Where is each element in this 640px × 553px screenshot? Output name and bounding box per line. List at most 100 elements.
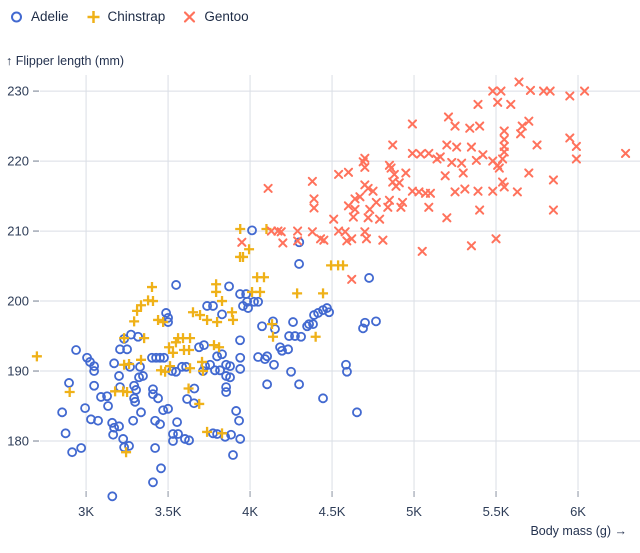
data-point-plus [268, 331, 279, 342]
data-point-x [565, 91, 575, 101]
data-point-plus [197, 356, 208, 367]
data-point-x [517, 121, 527, 131]
data-point-x [360, 227, 370, 237]
data-point-circle [324, 307, 334, 318]
data-point-x [237, 237, 247, 247]
data-point-circle [108, 429, 119, 440]
data-point-x [488, 86, 498, 96]
data-point-circle [158, 405, 169, 416]
data-point-circle [89, 380, 100, 391]
data-point-plus [212, 317, 223, 328]
data-point-x [532, 140, 542, 150]
y-tick-label: 200 [7, 294, 29, 309]
data-point-x [343, 201, 354, 211]
data-point-plus [292, 288, 303, 299]
data-point-circle [171, 366, 181, 377]
data-point-x [350, 194, 360, 204]
data-point-plus [160, 366, 171, 377]
data-point-circle [156, 463, 166, 474]
data-point-x [378, 235, 388, 245]
data-point-plus [136, 300, 147, 311]
data-point-plus [158, 317, 169, 328]
y-tick-label: 210 [7, 224, 29, 239]
data-point-plus [119, 333, 130, 344]
data-point-x [512, 187, 522, 197]
legend-label-chinstrap: Chinstrap [107, 9, 166, 24]
data-point-x [435, 152, 445, 162]
data-point-x [368, 186, 378, 196]
data-point-x [355, 192, 365, 202]
data-point-circle [253, 296, 263, 307]
data-point-circle [358, 323, 368, 334]
data-point-plus [228, 314, 239, 325]
data-point-x [442, 213, 452, 223]
x-tick-label: 4K [242, 504, 258, 519]
data-point-x [334, 169, 344, 179]
data-point-circle [109, 422, 120, 433]
data-point-x [499, 126, 509, 136]
data-point-x [371, 197, 381, 207]
data-point-circle [212, 351, 222, 362]
data-point-plus [310, 331, 321, 342]
data-point-circle [235, 289, 245, 299]
data-point-plus [258, 272, 269, 283]
data-point-plus [195, 310, 206, 321]
data-point-circle [184, 435, 194, 446]
data-point-x [319, 235, 329, 245]
data-point-circle [60, 428, 71, 439]
data-point-circle [341, 359, 351, 370]
data-point-x [388, 140, 398, 150]
x-tick-label: 6K [570, 504, 586, 519]
data-point-plus [217, 428, 228, 439]
legend-label-adelie: Adelie [31, 9, 69, 24]
data-point-x [365, 204, 375, 214]
data-point-circle [235, 434, 246, 444]
data-point-x [494, 163, 504, 173]
data-point-x [407, 148, 417, 158]
data-point-circle [153, 393, 163, 404]
data-point-circle [294, 379, 304, 390]
data-point-circle [226, 429, 236, 440]
data-point-circle [235, 364, 246, 374]
data-point-circle [177, 361, 187, 372]
data-point-circle [148, 477, 158, 488]
data-point-circle [199, 340, 209, 351]
data-point-circle [304, 319, 314, 330]
data-point-x [579, 86, 590, 96]
data-point-x [391, 181, 401, 191]
data-point-circle [296, 331, 306, 342]
data-point-plus [202, 314, 213, 325]
data-point-circle [114, 371, 124, 381]
data-point-circle [89, 366, 100, 376]
data-point-circle [64, 378, 74, 388]
data-point-circle [235, 335, 245, 346]
data-point-x [506, 99, 516, 109]
data-point-circle [210, 365, 220, 376]
data-point-x [473, 99, 483, 109]
data-point-x [447, 157, 457, 168]
data-point-plus [202, 426, 213, 437]
data-point-circle [260, 354, 270, 365]
data-point-plus [187, 307, 198, 318]
data-point-circle [221, 387, 232, 397]
data-point-plus [244, 244, 255, 255]
data-point-x [361, 234, 372, 244]
x-tick-label: 5.5K [483, 504, 510, 519]
data-point-circle [155, 419, 165, 430]
data-point-x [424, 202, 434, 212]
data-point-circle [283, 344, 294, 355]
data-point-x [350, 204, 360, 214]
data-point-circle [102, 391, 112, 402]
data-point-x [375, 214, 385, 224]
data-point-circle [194, 342, 204, 353]
data-point-x [329, 214, 339, 224]
data-point-circle [115, 344, 125, 355]
data-point-circle [168, 429, 178, 439]
data-point-x [442, 140, 452, 150]
data-point-circle [159, 352, 169, 363]
data-point-circle [364, 273, 375, 283]
plus-marker-icon [86, 9, 101, 24]
legend: Adelie Chinstrap Gentoo [9, 9, 266, 24]
data-point-x [565, 133, 575, 143]
data-point-x [499, 182, 509, 192]
